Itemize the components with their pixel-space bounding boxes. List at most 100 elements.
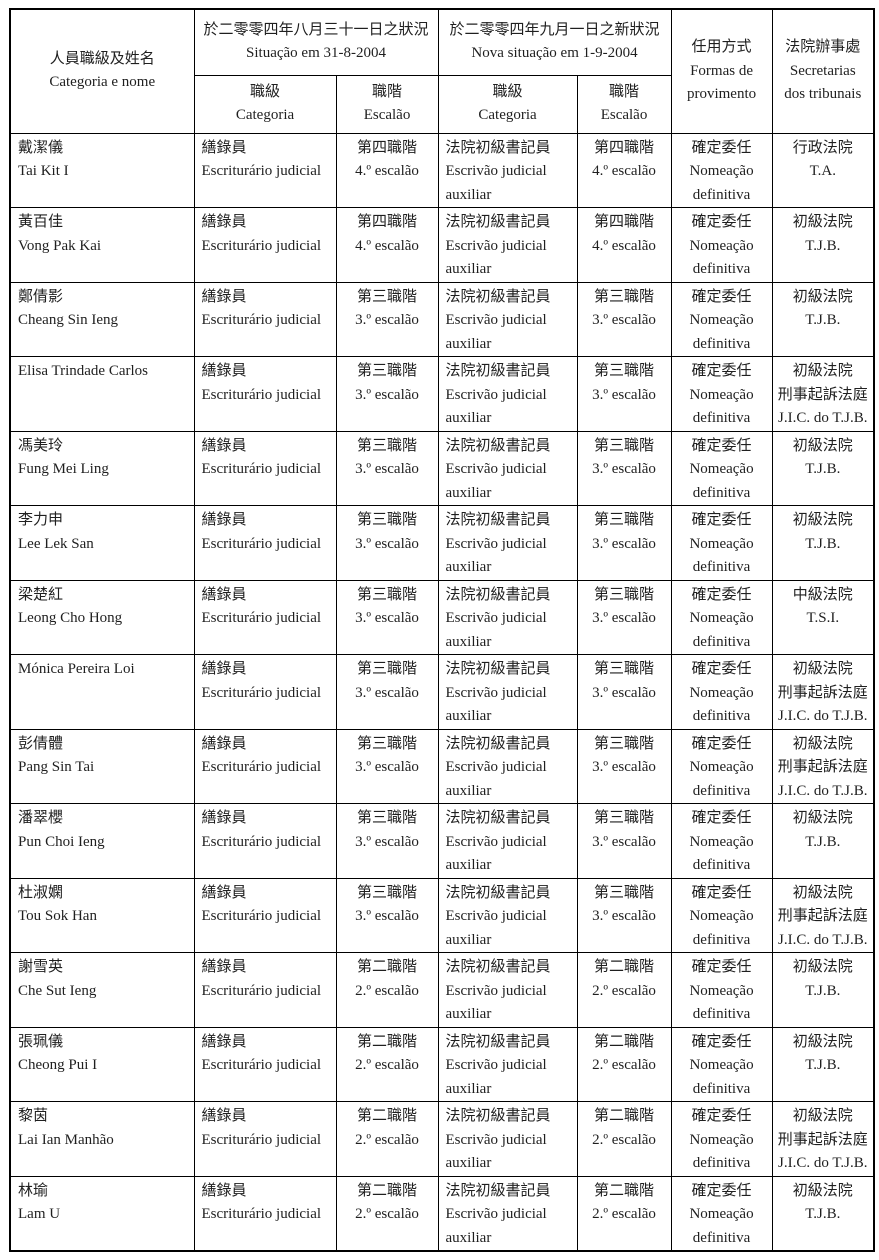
- court-cell-line-court_3: [774, 1227, 873, 1251]
- table-body: 戴潔儀 Tai Kit I 繕錄員 Escriturário judicial 第四職階…: [9, 132, 875, 1252]
- old-category-cell: 繕錄員 Escriturário judicial: [193, 281, 337, 357]
- table-row: 謝雪英 Che Sut Ieng 繕錄員 Escriturário judicial 第…: [9, 952, 875, 1028]
- provision-cell: 確定委任 Nomeação definitiva: [670, 1026, 773, 1102]
- name-cell-line-name_1: 黎茵: [18, 1108, 49, 1124]
- new-grade-cell-line-new_esc_1: 第二職階: [594, 1108, 655, 1124]
- new-category-cell-line-new_cat_3: auxiliar: [445, 1080, 492, 1097]
- old-grade-cell-line-old_esc_2: 3.º escalão: [355, 908, 419, 924]
- provision-cell-line-prov_3: definitiva: [692, 633, 751, 650]
- old-grade-cell-line-old_esc_1: 第二職階: [357, 959, 418, 975]
- name-cell: 鄭倩影 Cheang Sin Ieng: [9, 281, 195, 357]
- old-grade-cell-line-old_esc_2: 4.º escalão: [355, 163, 419, 179]
- new-category-cell-line-new_cat_2: Escrivão judicial: [445, 1131, 547, 1148]
- name-cell-line-name_2: Cheang Sin Ieng: [18, 312, 118, 328]
- table-row: 馮美玲 Fung Mei Ling 繕錄員 Escriturário judicial…: [9, 430, 875, 506]
- court-cell-line-court_2: 刑事起訴法庭: [777, 684, 868, 701]
- new-grade-cell-line-new_esc_1: 第三職階: [594, 288, 655, 305]
- name-cell-line-name_2: Tai Kit I: [18, 163, 69, 179]
- court-cell-line-court_1: 初級法院: [792, 1108, 853, 1124]
- provision-cell: 確定委任 Nomeação definitiva: [670, 877, 773, 953]
- name-cell: 林瑜 Lam U: [9, 1175, 195, 1252]
- new-grade-cell-line-new_esc_2: 4.º escalão: [592, 237, 656, 254]
- header-old-grade: 職階 Escalão: [335, 74, 439, 134]
- court-cell-line-court_1: 初級法院: [792, 437, 853, 454]
- new-category-cell-line-new_cat_1: 法院初級書記員: [445, 586, 551, 603]
- name-cell-line-name_2: Lam U: [18, 1206, 61, 1222]
- old-category-cell-line-old_cat_2: Escriturário judicial: [201, 1057, 322, 1073]
- old-grade-cell-line-old_esc_2: 3.º escalão: [355, 386, 419, 403]
- provision-cell-line-prov_1: 確定委任: [691, 139, 752, 156]
- name-cell-line-name_1: 馮美玲: [18, 437, 64, 454]
- table-row: 潘翠櫻 Pun Choi Ieng 繕錄員 Escriturário judicial…: [9, 803, 875, 879]
- old-category-cell-line-old_cat_2: Escriturário judicial: [201, 163, 322, 179]
- new-category-cell-line-new_cat_2: Escrivão judicial: [445, 535, 547, 552]
- court-cell-line-court_1: 初級法院: [792, 1182, 853, 1199]
- provision-cell-line-prov_1: 確定委任: [691, 586, 752, 603]
- court-cell-line-court_3: [774, 1003, 873, 1026]
- name-cell: Elisa Trindade Carlos: [9, 356, 195, 432]
- old-category-cell-line-old_cat_1: 繕錄員: [201, 512, 247, 528]
- name-cell-line-name_2: [18, 384, 192, 408]
- header-row-sub: 職級 Categoria 職階 Escalão 職級 Categoria 職階 …: [10, 74, 874, 134]
- new-grade-cell-line-new_esc_1: 第三職階: [594, 437, 655, 454]
- personnel-table: 人員職級及姓名 Categoria e nome 於二零零四年八月三十一日之狀況…: [9, 8, 876, 1252]
- new-grade-cell-line-new_esc_2: 3.º escalão: [592, 535, 656, 552]
- old-category-cell-line-old_cat_2: Escriturário judicial: [201, 610, 322, 626]
- old-category-cell: 繕錄員 Escriturário judicial: [193, 654, 337, 730]
- new-category-cell-line-new_cat_3: auxiliar: [445, 1006, 492, 1022]
- new-grade-cell: 第三職階 3.º escalão: [576, 728, 672, 804]
- court-cell-line-court_3: [774, 631, 873, 654]
- court-cell-line-court_3: [774, 258, 873, 281]
- new-category-cell-line-new_cat_2: Escrivão judicial: [445, 684, 547, 701]
- court-cell-line-court_3: [774, 1078, 873, 1101]
- name-cell-line-name_2: Pang Sin Tai: [18, 759, 95, 775]
- header-new-grade-zh: 職階: [609, 83, 640, 100]
- new-grade-cell: 第三職階 3.º escalão: [576, 803, 672, 879]
- old-grade-cell-line-old_esc_2: 3.º escalão: [355, 312, 419, 328]
- provision-cell-line-prov_2: Nomeação: [689, 610, 754, 626]
- new-category-cell: 法院初級書記員 Escrivão judicial auxiliar: [437, 430, 578, 506]
- provision-cell-line-prov_2: Nomeação: [689, 237, 754, 254]
- name-cell: 謝雪英 Che Sut Ieng: [9, 952, 195, 1028]
- court-cell-line-court_2: 刑事起訴法庭: [777, 386, 868, 403]
- old-grade-cell-line-old_esc_1: 第三職階: [357, 735, 418, 752]
- old-category-cell: 繕錄員 Escriturário judicial: [193, 1101, 337, 1177]
- new-grade-cell-line-new_esc_1: 第三職階: [594, 661, 655, 677]
- new-grade-cell-line-new_esc_2: 2.º escalão: [592, 1057, 656, 1073]
- court-cell-line-court_2: T.J.B.: [805, 535, 841, 552]
- old-category-cell-line-old_cat_1: 繕錄員: [201, 437, 247, 454]
- court-cell-line-court_1: 行政法院: [792, 139, 853, 156]
- new-grade-cell-line-new_esc_1: 第三職階: [594, 512, 655, 528]
- new-category-cell-line-new_cat_1: 法院初級書記員: [445, 363, 551, 379]
- court-cell-line-court_3: [774, 854, 873, 877]
- old-category-cell-line-old_cat_2: Escriturário judicial: [201, 386, 322, 403]
- header-old-situation: 於二零零四年八月三十一日之狀況 Situação em 31-8-2004: [193, 8, 439, 76]
- court-cell-line-court_3: [774, 482, 873, 505]
- old-grade-cell-line-old_esc_1: 第三職階: [357, 512, 418, 528]
- provision-cell-line-prov_1: 確定委任: [691, 661, 752, 677]
- court-cell-line-court_3: J.I.C. do T.J.B.: [778, 410, 868, 426]
- new-grade-cell-line-new_esc_1: 第二職階: [594, 959, 655, 975]
- provision-cell-line-prov_2: Nomeação: [689, 163, 754, 179]
- new-category-cell-line-new_cat_2: Escrivão judicial: [445, 312, 547, 328]
- old-grade-cell: 第三職階 3.º escalão: [335, 877, 439, 953]
- provision-cell-line-prov_2: Nomeação: [689, 908, 754, 924]
- header-row-top: 人員職級及姓名 Categoria e nome 於二零零四年八月三十一日之狀況…: [9, 8, 875, 134]
- new-grade-cell: 第二職階 2.º escalão: [576, 1026, 672, 1102]
- table-row: 張珮儀 Cheong Pui I 繕錄員 Escriturário judicial 第…: [9, 1026, 875, 1102]
- court-cell: 初級法院 刑事起訴法庭 J.I.C. do T.J.B.: [771, 1101, 875, 1177]
- provision-cell: 確定委任 Nomeação definitiva: [670, 803, 773, 879]
- provision-cell-line-prov_3: definitiva: [692, 186, 751, 203]
- table-row: 黃百佳 Vong Pak Kai 繕錄員 Escriturário judicial 第…: [9, 207, 875, 283]
- header-court-pt-1: Secretarias: [789, 62, 856, 79]
- new-category-cell: 法院初級書記員 Escrivão judicial auxiliar: [437, 207, 578, 283]
- old-grade-cell-line-old_esc_1: 第三職階: [357, 586, 418, 603]
- provision-cell-line-prov_1: 確定委任: [691, 959, 752, 975]
- court-cell: 初級法院 T.J.B.: [771, 1026, 875, 1102]
- old-category-cell-line-old_cat_1: 繕錄員: [201, 214, 247, 230]
- header-provision-zh: 任用方式: [691, 39, 752, 55]
- old-grade-cell: 第三職階 3.º escalão: [335, 430, 439, 506]
- new-category-cell-line-new_cat_1: 法院初級書記員: [445, 214, 551, 230]
- provision-cell-line-prov_2: Nomeação: [689, 1131, 754, 1148]
